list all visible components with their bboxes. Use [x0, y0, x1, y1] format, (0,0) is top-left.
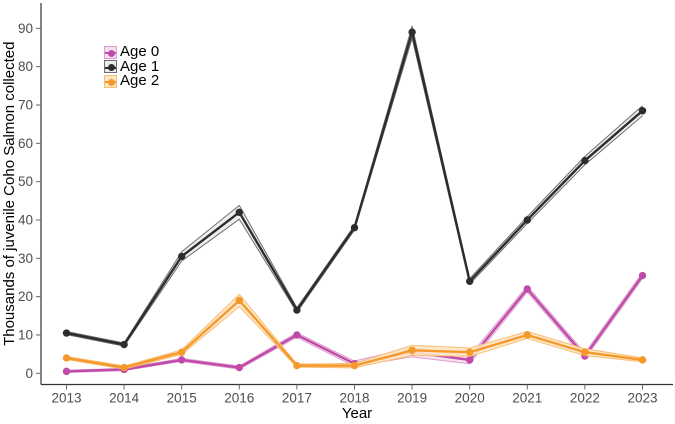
legend-key-dot: [108, 78, 115, 86]
legend-key-icon: [104, 45, 117, 59]
ribbon-edge-upper-age-2: [66, 293, 643, 367]
y-tick-label: 90: [18, 21, 33, 36]
point-age-1-2014: [120, 340, 128, 349]
point-age-1-2013: [62, 329, 71, 337]
x-tick-label: 2022: [570, 391, 600, 406]
point-age-0-2013: [62, 367, 71, 376]
point-age-2-2016: [235, 296, 243, 305]
point-age-0-2015: [178, 356, 186, 364]
point-age-0-2023: [638, 271, 647, 280]
y-tick-label: 40: [18, 212, 33, 227]
y-tick-label: 30: [18, 251, 33, 266]
point-age-1-2019: [408, 28, 416, 36]
x-tick-label: 2021: [512, 391, 542, 406]
point-age-1-2022: [581, 156, 589, 165]
point-age-2-2023: [638, 356, 647, 364]
legend-item-age-2: Age 2: [104, 72, 160, 90]
point-age-0-2017: [293, 331, 301, 339]
x-tick-label: 2014: [109, 391, 140, 406]
x-tick-label: 2016: [224, 391, 254, 406]
point-age-1-2015: [178, 252, 186, 261]
y-tick-label: 0: [25, 366, 33, 381]
x-tick-label: 2017: [282, 391, 312, 406]
legend-key-dot: [108, 49, 115, 57]
point-age-1-2018: [350, 223, 359, 232]
x-tick-label: 2013: [51, 391, 81, 406]
point-age-0-2020: [466, 356, 474, 364]
y-tick-label: 20: [18, 289, 33, 304]
x-tick-label: 2019: [397, 391, 427, 406]
point-age-2-2020: [466, 348, 474, 356]
point-age-1-2016: [235, 208, 243, 217]
y-tick-label: 10: [18, 327, 33, 342]
x-tick-label: 2023: [627, 391, 657, 406]
x-tick-label: 2018: [339, 391, 369, 406]
legend-label: Age 1: [120, 57, 160, 75]
legend-key-icon: [104, 74, 117, 88]
legend-item-age-0: Age 0: [104, 43, 160, 61]
y-axis-title: Thousands of juvenile Coho Salmon collec…: [1, 42, 18, 346]
y-tick-label: 80: [18, 59, 33, 74]
point-age-1-2023: [638, 107, 647, 115]
legend-key-dot: [108, 64, 115, 72]
legend-key-icon: [104, 60, 117, 74]
legend-label: Age 0: [120, 43, 160, 61]
point-age-2-2015: [178, 348, 186, 356]
point-age-2-2018: [350, 361, 359, 370]
legend-item-age-1: Age 1: [104, 57, 160, 75]
x-tick-label: 2020: [455, 391, 485, 406]
point-age-2-2014: [120, 363, 128, 372]
point-age-1-2021: [523, 216, 531, 224]
y-tick-label: 60: [18, 136, 33, 151]
x-axis-title: Year: [342, 405, 372, 422]
y-tick-label: 50: [18, 174, 33, 189]
legend-label: Age 2: [120, 72, 160, 90]
point-age-1-2020: [466, 277, 474, 286]
point-age-2-2019: [408, 346, 416, 355]
point-age-1-2017: [293, 306, 301, 314]
point-age-2-2021: [523, 331, 531, 339]
point-age-2-2022: [581, 348, 589, 356]
point-age-0-2021: [523, 285, 531, 293]
point-age-2-2017: [293, 361, 301, 370]
legend: Age 0 Age 1 Age 2: [104, 43, 160, 90]
point-age-0-2016: [235, 363, 243, 372]
point-age-2-2013: [62, 354, 71, 362]
y-tick-label: 70: [18, 97, 33, 112]
line-age-0: [65, 274, 644, 373]
x-tick-label: 2015: [167, 391, 197, 406]
